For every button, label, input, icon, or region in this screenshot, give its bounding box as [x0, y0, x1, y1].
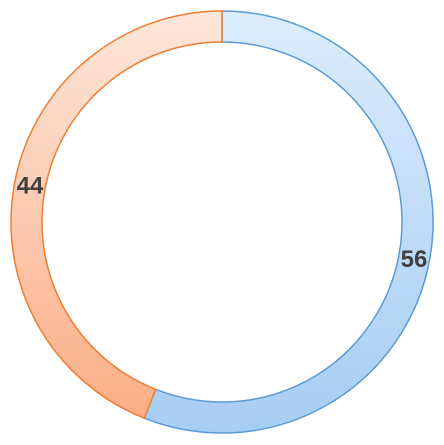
data-label: 56 — [401, 246, 428, 273]
donut-slice — [143, 10, 434, 434]
donut-slice — [10, 10, 223, 420]
data-label: 44 — [17, 173, 44, 200]
